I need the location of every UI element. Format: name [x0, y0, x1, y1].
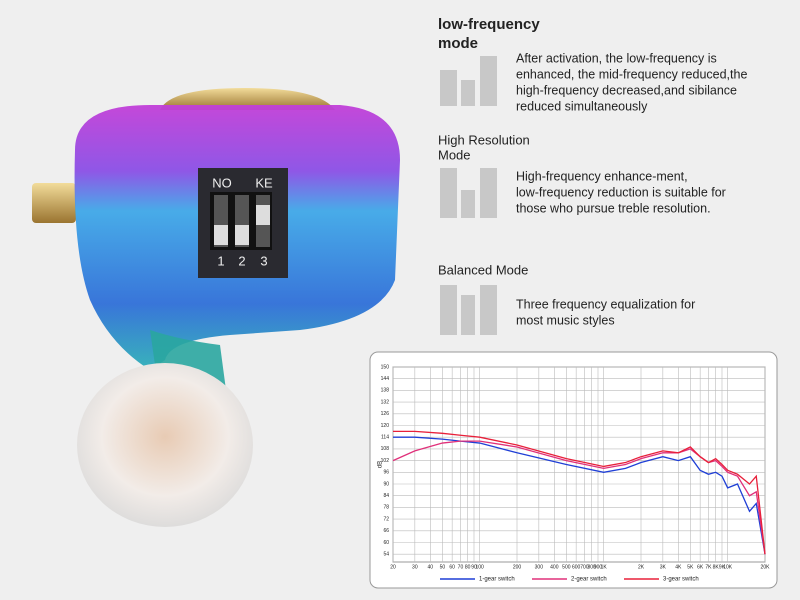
x-tick-label: 10K: [723, 564, 733, 570]
mode-description: high-frequency decreased,and sibilance: [516, 83, 737, 97]
x-tick-label: 80: [465, 564, 471, 570]
y-tick-label: 132: [381, 399, 390, 405]
switch-label: 3: [260, 253, 267, 268]
chart-frame: [369, 351, 778, 589]
x-tick-label: 100: [476, 564, 485, 570]
mode-title: low-frequency: [438, 16, 540, 33]
y-tick-label: 108: [381, 446, 390, 452]
x-tick-label: 60: [449, 564, 455, 570]
switch-label: NO: [212, 175, 232, 190]
y-tick-label: 114: [381, 435, 389, 441]
mode-title: High Resolution: [438, 132, 530, 147]
x-tick-label: 500: [562, 564, 571, 570]
x-tick-label: 6K: [697, 564, 704, 570]
mode-description: reduced simultaneously: [516, 99, 648, 113]
x-tick-label: 8K: [713, 564, 720, 570]
x-tick-label: 800: [587, 564, 596, 570]
legend-label: 3-gear switch: [663, 577, 699, 583]
mode-icons: [440, 56, 497, 335]
series-line: [392, 440, 766, 555]
switch-label: 2: [238, 253, 245, 268]
y-tick-label: 84: [383, 493, 389, 499]
x-tick-label: 300: [535, 564, 544, 570]
mode-description: After activation, the low-frequency is: [516, 51, 717, 65]
y-tick-label: 102: [381, 458, 390, 464]
x-tick-label: 200: [513, 564, 522, 570]
mode-description: Three frequency equalization for: [516, 297, 695, 311]
series-line: [393, 436, 766, 555]
mode-description: those who pursue treble resolution.: [516, 201, 711, 215]
mode-title: Mode: [438, 147, 471, 162]
mode-description: most music styles: [516, 313, 615, 327]
x-tick-label: 3K: [660, 564, 667, 570]
mode-description: low-frequency reduction is suitable for: [516, 185, 726, 199]
mode-title: mode: [438, 35, 478, 52]
y-tick-label: 66: [383, 528, 389, 534]
x-tick-label: 2K: [638, 564, 645, 570]
x-tick-label: 5K: [687, 564, 694, 570]
x-tick-label: 700: [580, 564, 589, 570]
legend-label: 1-gear switch: [479, 577, 515, 583]
y-tick-label: 144: [381, 376, 390, 382]
y-tick-label: 72: [383, 516, 389, 522]
y-tick-label: 126: [381, 411, 390, 417]
mode-description: High-frequency enhance-ment,: [516, 169, 688, 183]
x-tick-label: 70: [458, 564, 464, 570]
x-tick-label: 4K: [675, 564, 682, 570]
x-tick-label: 600: [572, 564, 581, 570]
switch-label: 1: [217, 253, 224, 268]
x-tick-label: 90: [471, 564, 477, 570]
y-tick-label: 78: [383, 505, 389, 511]
x-tick-label: 400: [550, 564, 559, 570]
mode-description: enhanced, the mid-frequency reduced,the: [516, 67, 747, 81]
earphone: NO KE 1 2 3: [32, 88, 401, 527]
x-tick-label: 20K: [761, 564, 771, 570]
y-axis-label: dB: [378, 461, 384, 468]
series-line: [393, 430, 766, 555]
y-tick-label: 120: [381, 423, 390, 429]
x-tick-label: 9K: [719, 564, 726, 570]
y-tick-label: 60: [383, 540, 389, 546]
chart: 54 60 66 72 78 84 90 96 102 108 114 120 126 132 138 144…: [378, 364, 771, 582]
x-tick-label: 30: [412, 564, 418, 570]
legend-label: 2-gear switch: [571, 577, 607, 583]
switch-label: KE: [255, 175, 273, 190]
y-tick-label: 138: [381, 388, 390, 394]
x-tick-label: 50: [440, 564, 446, 570]
y-tick-label: 90: [383, 481, 389, 487]
x-tick-label: 900: [594, 564, 603, 570]
y-tick-label: 96: [383, 470, 389, 476]
x-tick-label: 1K: [601, 564, 608, 570]
y-tick-label: 54: [383, 552, 389, 558]
mode-title: Balanced Mode: [438, 262, 528, 277]
x-tick-label: 40: [428, 564, 434, 570]
x-tick-label: 20: [390, 564, 396, 570]
y-tick-label: 150: [381, 364, 390, 370]
x-tick-label: 7K: [705, 564, 712, 570]
